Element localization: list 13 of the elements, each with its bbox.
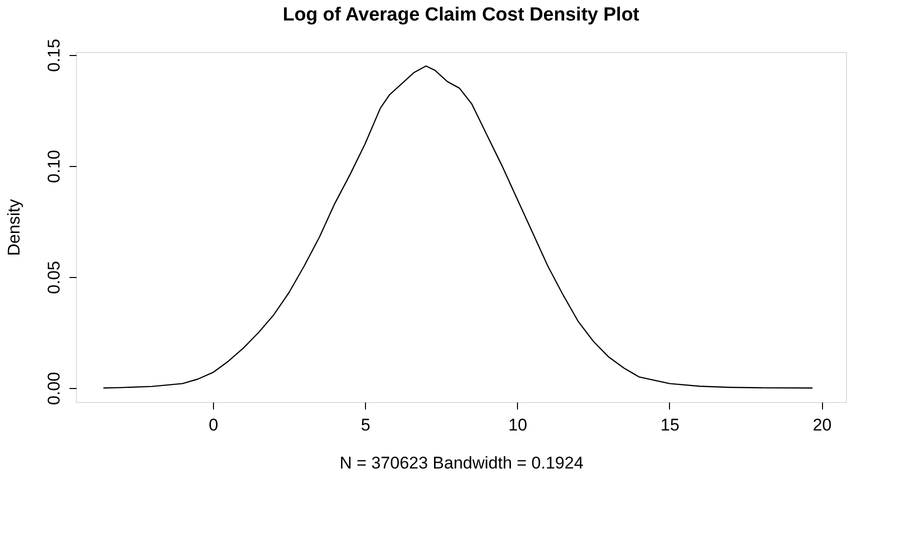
x-axis-title: N = 370623 Bandwidth = 0.1924 [340, 454, 584, 472]
y-axis-title: Density [4, 198, 24, 256]
y-tick-label: 0.10 [44, 150, 64, 183]
line-series [102, 65, 814, 389]
y-tick-label: 0.15 [44, 38, 64, 72]
y-tick-label: 0.00 [44, 372, 64, 406]
chart-title: Log of Average Claim Cost Density Plot [282, 4, 640, 26]
x-tick-label: 5 [360, 416, 370, 434]
x-tick-label: 20 [812, 416, 832, 434]
y-tick-label: 0.05 [44, 260, 64, 294]
x-tick-label: 15 [660, 416, 680, 434]
x-tick-label: 10 [508, 416, 528, 434]
x-tick-label: 0 [208, 416, 218, 434]
